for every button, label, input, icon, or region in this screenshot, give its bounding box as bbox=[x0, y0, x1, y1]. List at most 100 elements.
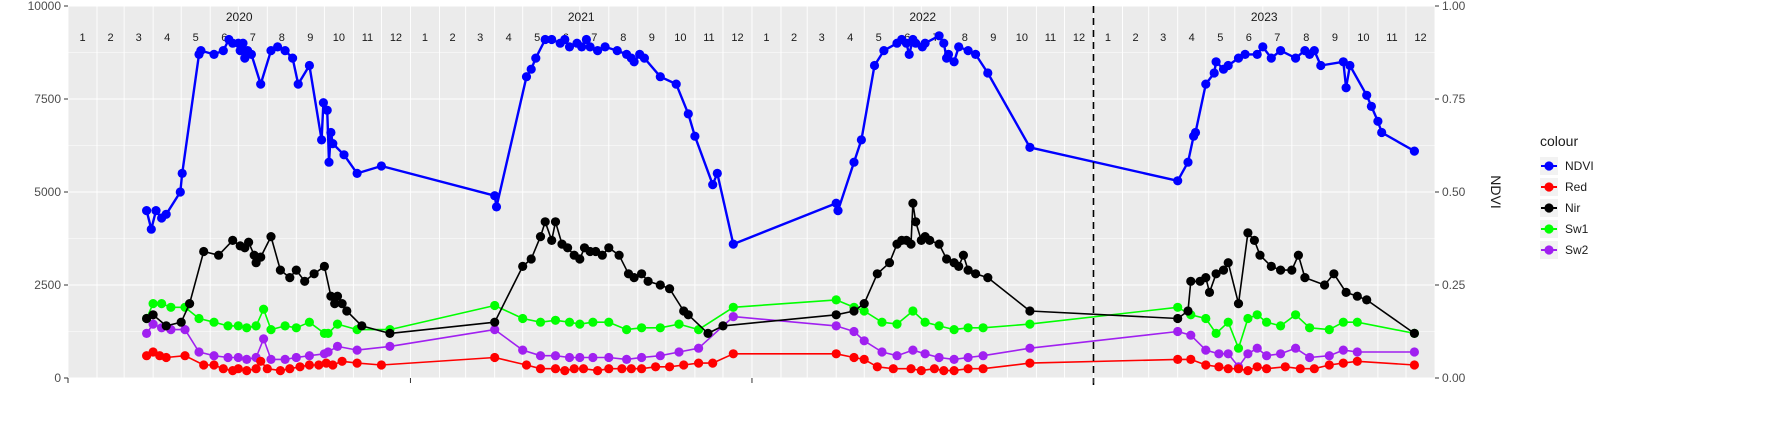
data-point-ndvi bbox=[1173, 176, 1183, 186]
data-point-ndvi bbox=[146, 224, 156, 234]
month-label: 1 bbox=[79, 32, 85, 44]
data-point-red bbox=[708, 358, 718, 368]
data-point-sw1 bbox=[518, 313, 528, 324]
data-point-sw1 bbox=[148, 299, 158, 309]
data-point-nir bbox=[859, 299, 869, 309]
data-point-red bbox=[1295, 364, 1305, 374]
left-tick-label: 2500 bbox=[34, 278, 61, 292]
data-point-sw2 bbox=[142, 328, 152, 338]
data-point-ndvi bbox=[491, 202, 502, 212]
data-point-red bbox=[1201, 360, 1211, 370]
data-point-ndvi bbox=[869, 60, 880, 71]
right-tick-label: 0.25 bbox=[1442, 278, 1466, 292]
data-point-ndvi bbox=[1316, 60, 1326, 71]
data-point-nir bbox=[185, 299, 195, 309]
data-point-red bbox=[1223, 364, 1233, 374]
data-point-ndvi bbox=[683, 109, 693, 119]
data-point-red bbox=[1409, 360, 1419, 370]
data-point-nir bbox=[934, 239, 944, 249]
data-point-ndvi bbox=[983, 68, 993, 78]
data-point-nir bbox=[1341, 287, 1351, 297]
data-point-sw2 bbox=[1291, 343, 1301, 353]
data-point-sw1 bbox=[280, 321, 290, 331]
data-point-ndvi bbox=[376, 161, 386, 171]
data-point-sw2 bbox=[1201, 345, 1211, 355]
month-label: 10 bbox=[1016, 32, 1028, 44]
data-point-nir bbox=[643, 276, 653, 286]
data-point-sw1 bbox=[304, 317, 314, 327]
data-point-red bbox=[831, 349, 841, 359]
data-point-sw1 bbox=[1223, 317, 1233, 327]
data-point-sw1 bbox=[1211, 328, 1221, 338]
month-label: 2 bbox=[1133, 32, 1139, 44]
data-point-red bbox=[337, 356, 347, 366]
data-point-sw2 bbox=[385, 341, 395, 351]
data-point-nir bbox=[703, 328, 713, 338]
data-point-nir bbox=[1249, 235, 1259, 245]
data-point-red bbox=[535, 364, 546, 374]
data-point-red bbox=[637, 364, 647, 374]
data-point-sw2 bbox=[920, 349, 930, 359]
data-point-sw1 bbox=[223, 321, 233, 331]
data-point-red bbox=[1186, 354, 1196, 364]
data-point-ndvi bbox=[218, 46, 228, 56]
data-point-ndvi bbox=[581, 34, 592, 45]
data-point-sw2 bbox=[1276, 349, 1286, 359]
data-point-sw1 bbox=[157, 299, 167, 309]
data-point-sw2 bbox=[180, 325, 190, 335]
data-point-nir bbox=[683, 310, 693, 320]
data-point-ndvi bbox=[177, 168, 187, 178]
data-point-sw2 bbox=[588, 352, 598, 363]
data-point-ndvi bbox=[708, 180, 718, 190]
data-point-nir bbox=[718, 321, 728, 331]
data-point-red bbox=[1025, 358, 1035, 368]
month-label: 4 bbox=[847, 32, 853, 44]
month-label: 11 bbox=[703, 32, 714, 44]
data-point-ndvi bbox=[1345, 60, 1355, 71]
left-tick-label: 7500 bbox=[34, 92, 61, 106]
data-point-nir bbox=[266, 232, 276, 242]
month-label: 6 bbox=[904, 32, 910, 44]
year-label: 2020 bbox=[226, 10, 253, 24]
data-point-ndvi bbox=[904, 49, 914, 60]
month-label: 12 bbox=[1414, 32, 1426, 44]
data-point-red bbox=[550, 364, 561, 374]
year-label: 2023 bbox=[1251, 10, 1278, 24]
data-point-sw1 bbox=[332, 319, 343, 329]
data-point-sw1 bbox=[291, 323, 301, 333]
data-point-sw2 bbox=[1305, 352, 1315, 363]
data-point-red bbox=[1173, 354, 1183, 364]
data-point-nir bbox=[326, 291, 336, 301]
data-point-sw2 bbox=[655, 351, 665, 361]
data-point-sw2 bbox=[978, 351, 988, 361]
data-point-nir bbox=[655, 280, 665, 290]
data-point-ndvi bbox=[600, 42, 610, 52]
data-point-sw2 bbox=[934, 352, 944, 363]
data-point-nir bbox=[1218, 265, 1229, 275]
data-point-ndvi bbox=[934, 31, 944, 41]
month-label: 12 bbox=[1073, 32, 1085, 44]
data-point-ndvi bbox=[949, 57, 959, 67]
data-point-sw1 bbox=[934, 321, 944, 331]
data-point-red bbox=[617, 364, 627, 374]
data-point-sw1 bbox=[575, 319, 585, 329]
data-point-ndvi bbox=[161, 209, 171, 219]
month-label: 6 bbox=[221, 32, 227, 44]
data-point-red bbox=[626, 364, 636, 374]
data-point-nir bbox=[1201, 273, 1211, 283]
series-nir bbox=[142, 198, 1419, 338]
month-label: 7 bbox=[250, 32, 256, 44]
data-point-ndvi bbox=[1183, 157, 1193, 167]
data-point-nir bbox=[958, 250, 969, 260]
month-label: 12 bbox=[731, 32, 743, 44]
data-point-ndvi bbox=[175, 187, 185, 197]
data-point-red bbox=[939, 366, 949, 376]
data-point-ndvi bbox=[849, 157, 859, 167]
data-point-nir bbox=[629, 273, 639, 283]
data-point-red bbox=[352, 358, 362, 368]
data-point-sw1 bbox=[209, 317, 219, 327]
data-point-nir bbox=[161, 321, 171, 331]
data-point-ndvi bbox=[1258, 42, 1268, 52]
data-point-sw2 bbox=[949, 354, 959, 364]
